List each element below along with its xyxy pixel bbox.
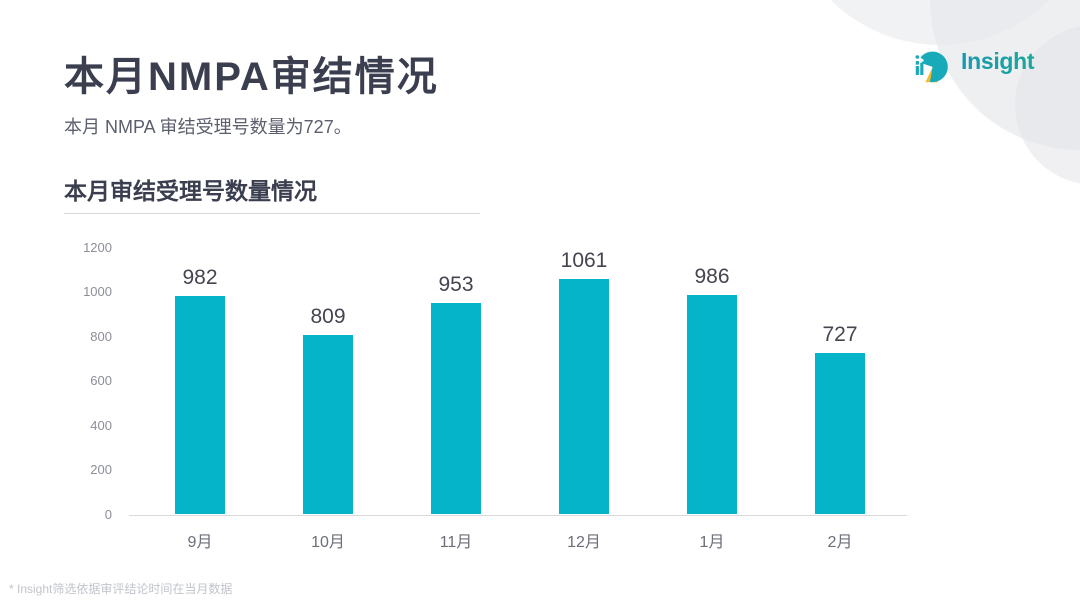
svg-text:Insight: Insight [961,48,1035,74]
